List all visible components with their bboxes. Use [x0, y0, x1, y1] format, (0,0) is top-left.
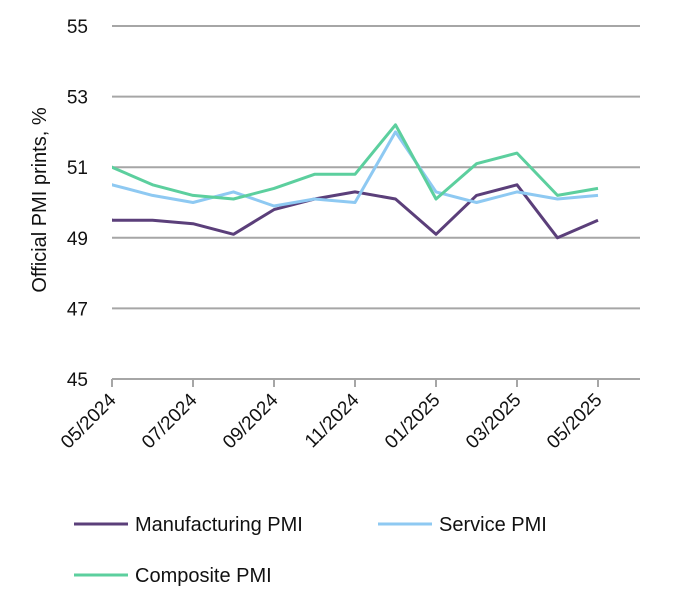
- series-line-manufacturing-pmi: [112, 183, 599, 240]
- x-tick-label: 05/2024: [57, 389, 121, 453]
- x-tick-label: 03/2025: [462, 390, 525, 453]
- x-tick-label: 05/2025: [543, 390, 606, 453]
- y-tick-label: 49: [67, 229, 88, 250]
- y-axis-tick-labels: 45 47 49 51 53 55: [67, 17, 88, 391]
- x-tick-label: 07/2024: [138, 389, 202, 453]
- y-tick-label: 47: [67, 299, 88, 320]
- x-axis-tick-labels: 05/2024 07/2024 09/2024 11/2024 01/2025 03/20…: [57, 389, 606, 453]
- legend: Manufacturing PMI Service PMI Composite PM…: [74, 514, 547, 587]
- series-lines: [112, 123, 599, 240]
- y-tick-label: 55: [67, 17, 88, 38]
- legend-label-composite-pmi: Composite PMI: [135, 565, 272, 587]
- x-tick-label: 09/2024: [219, 389, 283, 453]
- series-line-composite-pmi: [112, 123, 599, 201]
- y-axis-title: Official PMI prints, %: [29, 107, 51, 292]
- x-tick-label: 11/2024: [301, 389, 364, 452]
- y-tick-label: 53: [67, 88, 88, 109]
- y-tick-label: 45: [67, 370, 88, 391]
- legend-label-service-pmi: Service PMI: [439, 514, 547, 536]
- series-line-service-pmi: [112, 130, 599, 208]
- legend-label-manufacturing-pmi: Manufacturing PMI: [135, 514, 303, 536]
- x-tick-label: 01/2025: [381, 390, 444, 453]
- y-tick-label: 51: [67, 158, 88, 179]
- x-axis: [111, 378, 640, 387]
